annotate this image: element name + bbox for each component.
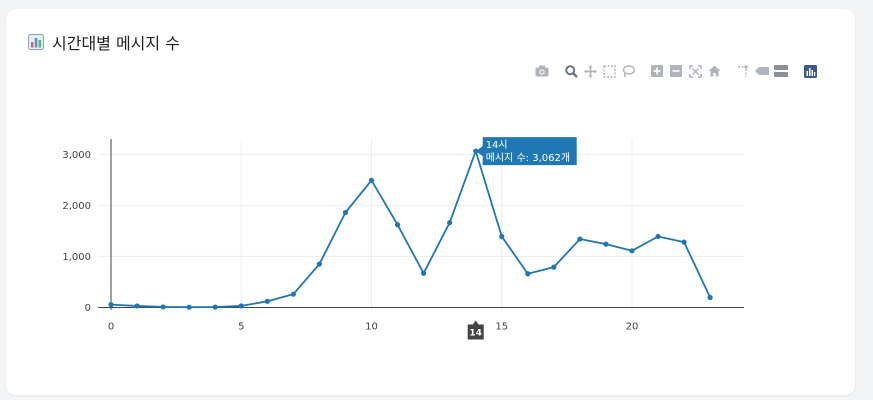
x-tick-label: 10	[365, 321, 378, 332]
x-tick-label: 20	[626, 321, 639, 332]
x-tick-label: 5	[238, 321, 244, 332]
data-point[interactable]	[264, 298, 270, 304]
data-point[interactable]	[421, 270, 427, 276]
hover-compare-icon[interactable]	[773, 63, 789, 79]
y-tick-label: 2,000	[62, 201, 91, 212]
chart-card: 시간대별 메시지 수	[6, 9, 855, 395]
box-select-icon[interactable]	[601, 63, 617, 79]
data-point[interactable]	[681, 239, 687, 245]
pan-icon[interactable]	[582, 63, 598, 79]
data-point[interactable]	[707, 294, 713, 301]
data-point[interactable]	[212, 304, 218, 310]
x-tick-label: 15	[495, 321, 508, 332]
bar-chart-emoji-icon	[28, 34, 44, 50]
data-point[interactable]	[238, 303, 244, 309]
data-point[interactable]	[603, 241, 609, 247]
plot-modebar	[534, 63, 821, 79]
lasso-select-icon[interactable]	[620, 63, 636, 79]
plotly-logo-icon[interactable]	[802, 63, 818, 79]
data-point[interactable]	[368, 177, 375, 183]
y-tick-label: 0	[85, 303, 91, 314]
x-spike-label: 14	[469, 328, 482, 338]
zoom-in-icon[interactable]	[649, 63, 665, 79]
zoom-icon[interactable]	[563, 63, 579, 79]
data-point[interactable]	[186, 304, 192, 310]
data-point[interactable]	[629, 248, 635, 254]
reset-axes-icon[interactable]	[706, 63, 722, 79]
hover-tooltip-hour: 14시	[486, 139, 508, 151]
series-line	[110, 150, 711, 309]
data-point[interactable]	[134, 303, 140, 309]
data-point[interactable]	[577, 236, 583, 242]
hover-closest-icon[interactable]	[754, 63, 770, 79]
data-point[interactable]	[316, 261, 323, 267]
zoom-out-icon[interactable]	[668, 63, 684, 79]
y-tick-label: 3,000	[62, 150, 91, 161]
spike-lines-icon[interactable]	[735, 63, 751, 79]
chart-title: 시간대별 메시지 수	[52, 34, 180, 53]
autoscale-icon[interactable]	[687, 63, 703, 79]
card-header: 시간대별 메시지 수	[28, 30, 180, 54]
data-point[interactable]	[499, 233, 505, 240]
data-point[interactable]	[551, 264, 557, 270]
data-point[interactable]	[447, 220, 453, 226]
x-spike-label-box	[467, 320, 484, 340]
data-point[interactable]	[108, 302, 114, 308]
camera-icon[interactable]	[534, 63, 550, 79]
hover-tooltip-box	[475, 137, 577, 166]
data-point[interactable]	[655, 233, 661, 240]
data-point[interactable]	[342, 209, 349, 216]
x-tick-label: 0	[108, 321, 114, 332]
data-point[interactable]	[160, 304, 166, 310]
data-point[interactable]	[290, 291, 296, 297]
data-point[interactable]	[394, 222, 401, 228]
hover-tooltip-count: 메시지 수: 3,062개	[486, 152, 570, 164]
data-point[interactable]	[525, 271, 531, 277]
y-tick-label: 1,000	[62, 252, 91, 263]
